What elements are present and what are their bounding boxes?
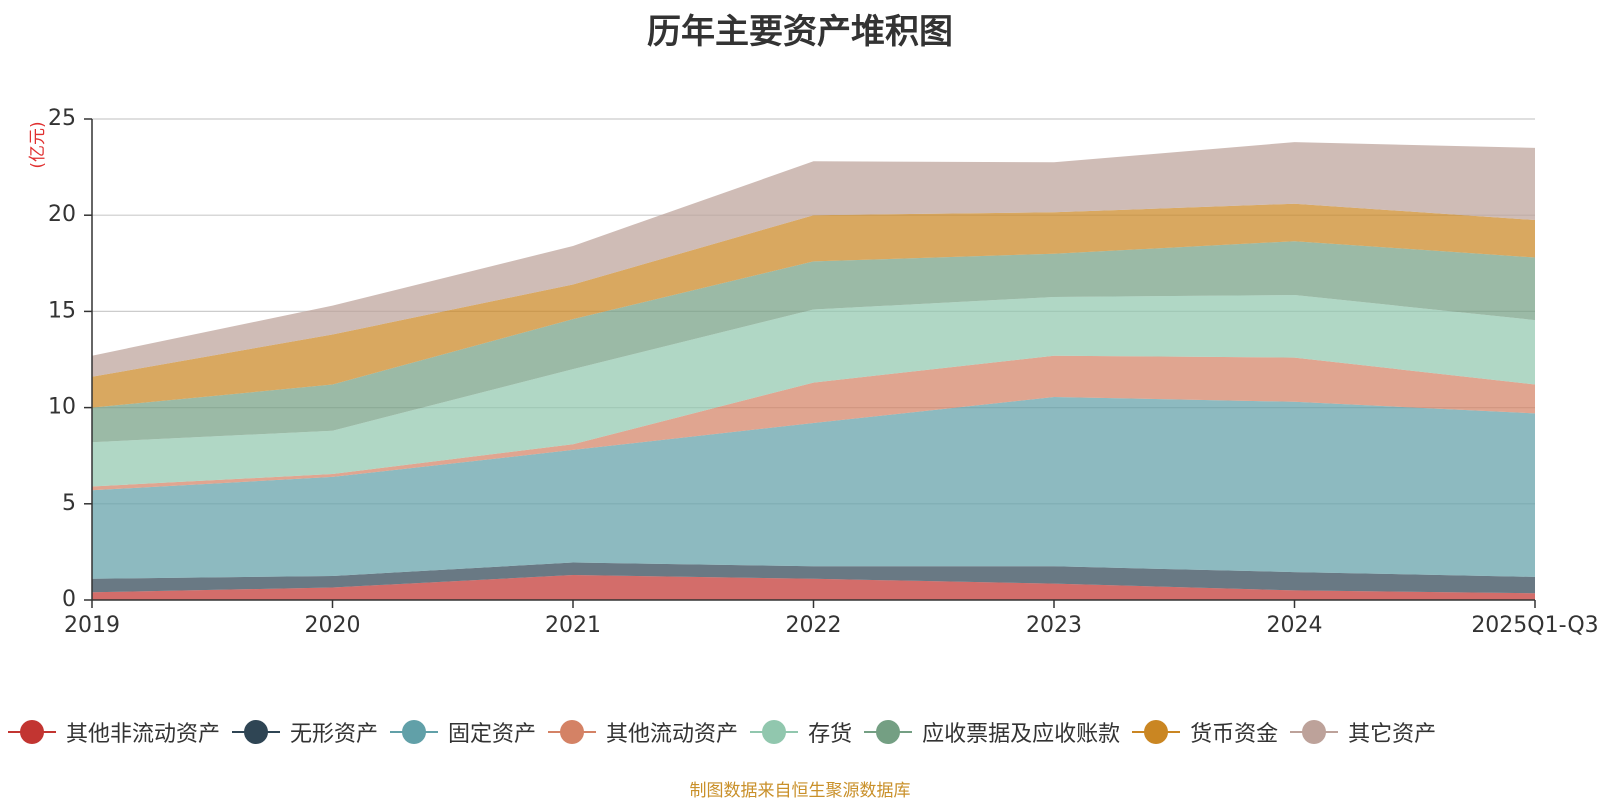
legend-label: 货币资金 [1190, 722, 1279, 747]
legend-marker-dot [402, 720, 427, 744]
legend-item[interactable]: 其他流动资产 [548, 716, 738, 748]
legend-marker-icon [390, 720, 439, 744]
legend-marker-icon [864, 720, 913, 744]
x-tick-label: 2021 [545, 613, 601, 638]
legend-item[interactable]: 固定资产 [390, 716, 536, 748]
legend-marker-dot [20, 720, 44, 744]
area-5 [92, 295, 1535, 487]
y-tick-label: 25 [48, 106, 76, 131]
legend-label: 其他非流动资产 [66, 722, 221, 747]
legend-marker-icon [8, 720, 56, 744]
legend-label: 应收票据及应收账款 [922, 722, 1121, 747]
legend-marker-dot [560, 720, 585, 744]
y-tick-label: 0 [62, 587, 76, 612]
legend: 其他非流动资产 无形资产 固定资产 其他流动资产 存货 应收票据及应收账款 货币资金 其它资产 [8, 715, 1448, 749]
legend-marker-dot [762, 720, 787, 744]
legend-marker-icon [232, 720, 281, 744]
legend-label: 固定资产 [448, 722, 537, 747]
area-3 [92, 397, 1535, 579]
legend-item[interactable]: 其它资产 [1290, 716, 1436, 748]
y-tick-label: 5 [62, 491, 76, 516]
legend-item[interactable]: 应收票据及应收账款 [864, 716, 1120, 748]
y-tick-label: 15 [48, 298, 76, 323]
legend-label: 存货 [808, 722, 853, 747]
area-series [92, 142, 1535, 600]
legend-marker-icon [1132, 720, 1181, 744]
legend-label: 其它资产 [1348, 722, 1437, 747]
legend-item[interactable]: 货币资金 [1132, 716, 1278, 748]
area-6 [92, 241, 1535, 443]
legend-label: 无形资产 [290, 722, 379, 747]
x-tick-label: 2023 [1026, 613, 1082, 638]
legend-marker-dot [876, 720, 901, 744]
legend-item[interactable]: 其他非流动资产 [8, 716, 220, 748]
legend-item[interactable]: 无形资产 [232, 716, 378, 748]
legend-marker-dot [1144, 720, 1169, 744]
area-7 [92, 203, 1535, 408]
x-tick-label: 2022 [786, 613, 842, 638]
legend-label: 其他流动资产 [606, 722, 739, 747]
x-tick-label: 2024 [1267, 613, 1323, 638]
x-tick-label: 2020 [305, 613, 361, 638]
legend-marker-icon [1290, 720, 1339, 744]
area-2 [92, 562, 1535, 594]
legend-marker-icon [548, 720, 597, 744]
area-4 [92, 355, 1535, 491]
area-8 [92, 142, 1535, 377]
legend-marker-icon [750, 720, 799, 744]
chart-title: 历年主要资产堆积图 [647, 12, 953, 52]
x-tick-label: 2019 [64, 613, 120, 638]
legend-marker-dot [244, 720, 269, 744]
y-axis-unit-label: (亿元) [28, 121, 48, 168]
axes [84, 118, 1536, 608]
legend-marker-dot [1302, 720, 1327, 744]
y-tick-label: 20 [48, 202, 76, 227]
y-tick-label: 10 [48, 395, 76, 420]
legend-item[interactable]: 存货 [750, 716, 852, 748]
source-footnote: 制图数据来自恒生聚源数据库 [689, 781, 911, 801]
tick-labels: 0 5 10 15 20 25 2019 2020 2021 2022 2023 2024 2025Q1… [48, 106, 1599, 638]
x-tick-label: 2025Q1-Q3 [1471, 613, 1598, 638]
